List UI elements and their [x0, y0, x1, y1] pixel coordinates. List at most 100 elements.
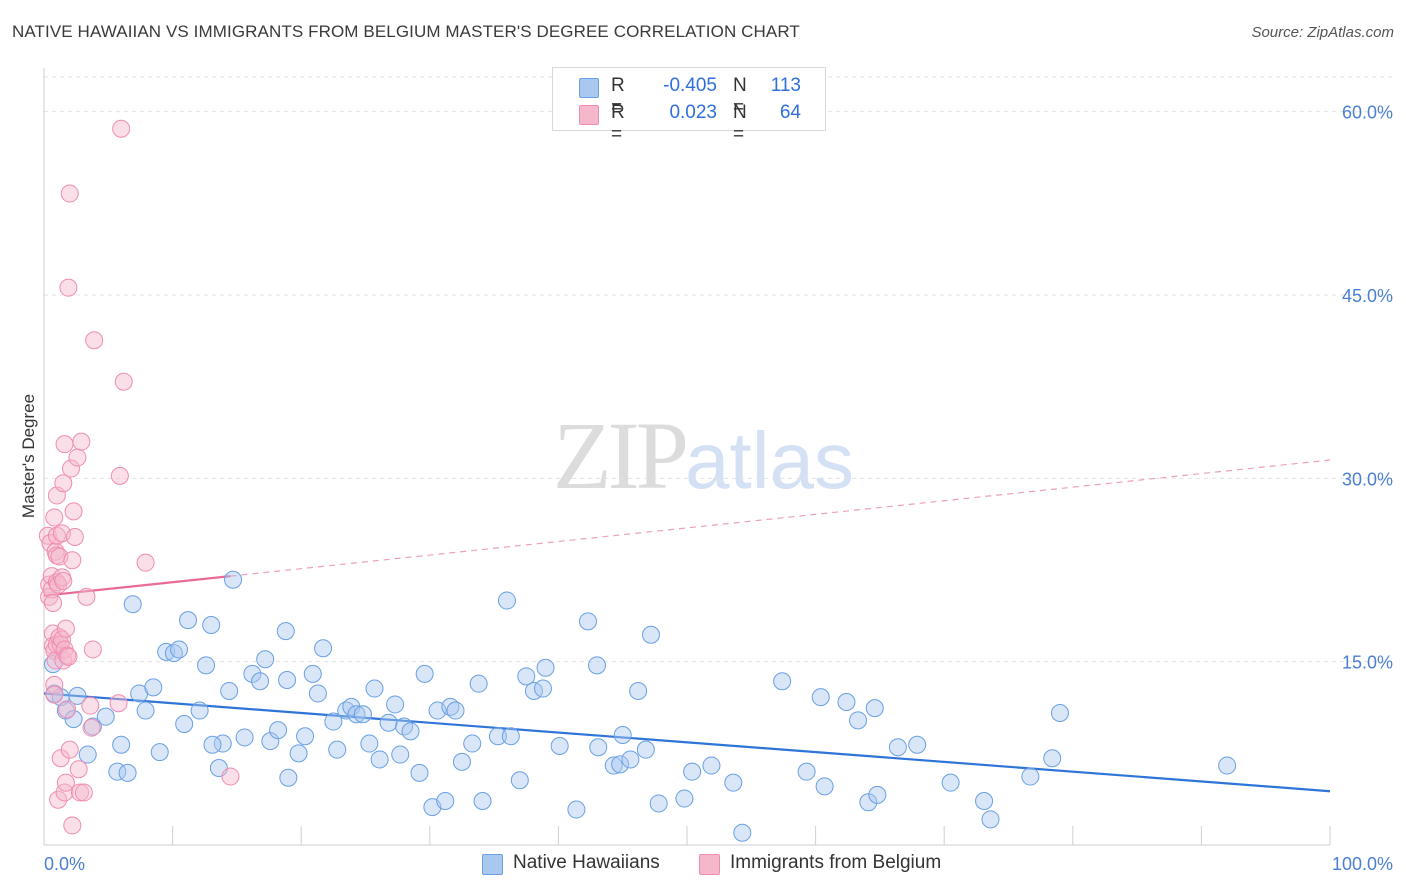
native-hawaiians-point: [175, 715, 194, 733]
native-hawaiians-point: [296, 727, 315, 746]
immigrants-from-belgium-point: [109, 694, 128, 713]
legend-label: Immigrants from Belgium: [730, 852, 942, 873]
native-hawaiians-point: [567, 800, 586, 819]
native-hawaiians-point: [888, 738, 907, 757]
native-hawaiians-point: [497, 591, 516, 610]
native-hawaiians-point: [488, 727, 507, 746]
native-hawaiians-point: [353, 705, 372, 724]
immigrants-from-belgium-point: [81, 696, 100, 715]
immigrants-from-belgium-point: [45, 675, 64, 694]
native-hawaiians-point: [179, 611, 198, 630]
immigrants-from-belgium-point: [71, 783, 90, 802]
correlation-legend: R = -0.405 N = 113 R = 0.023 N = 64: [552, 67, 826, 145]
native-hawaiians-point: [401, 722, 420, 741]
native-hawaiians-point: [510, 771, 529, 790]
immigrants-from-belgium-point: [56, 619, 75, 638]
legend-swatch-blue: [579, 78, 599, 98]
native-hawaiians-point: [473, 792, 492, 810]
native-hawaiians-point: [773, 672, 792, 691]
native-hawaiians-point: [446, 701, 465, 720]
native-hawaiians-point: [123, 595, 142, 614]
native-hawaiians-point: [1043, 749, 1062, 768]
native-hawaiians-point: [328, 740, 347, 759]
native-hawaiians-point: [203, 735, 222, 754]
native-hawaiians-point: [391, 745, 410, 764]
native-hawaiians-point: [360, 734, 379, 753]
native-hawaiians-point: [604, 756, 623, 775]
series-native-hawaiians: [44, 570, 1237, 842]
native-hawaiians-point: [797, 762, 816, 781]
trend-lines: [43, 459, 1331, 793]
native-hawaiians-point: [463, 734, 482, 753]
native-hawaiians-point: [379, 713, 398, 732]
native-hawaiians-point: [589, 738, 608, 757]
legend-n-value: 113: [770, 75, 801, 96]
immigrants-from-belgium-point: [56, 773, 75, 792]
native-hawaiians-point: [269, 721, 288, 740]
immigrants-from-belgium-point: [45, 685, 64, 704]
native-hawaiians-point: [649, 794, 668, 813]
native-hawaiians-point: [278, 671, 297, 689]
native-hawaiians-point: [452, 752, 471, 771]
immigrants-from-belgium-point: [58, 700, 77, 719]
native-hawaiians-point: [410, 763, 429, 782]
native-hawaiians-point: [314, 639, 333, 658]
native-hawaiians-point: [224, 570, 243, 589]
legend-r-value: 0.023: [669, 102, 717, 123]
immigrants-from-belgium-point: [114, 372, 133, 391]
axis-labels: 15.0% 30.0% 45.0% 60.0% 0.0% 100.0% Master's D…: [19, 103, 1393, 874]
legend-swatch-pink: [579, 105, 599, 125]
series-legend: Native Hawaiians Immigrants from Belgium: [0, 852, 1406, 878]
native-hawaiians-point: [550, 737, 569, 755]
native-hawaiians-point: [289, 744, 308, 763]
native-hawaiians-point: [415, 664, 434, 683]
native-hawaiians-point: [144, 678, 163, 697]
native-hawaiians-point: [64, 710, 83, 729]
legend-n-label: N =: [733, 75, 747, 118]
immigrants-from-belgium-point: [112, 119, 131, 138]
native-hawaiians-point: [256, 650, 275, 669]
native-hawaiians-point: [536, 658, 555, 677]
native-hawaiians-point: [1050, 704, 1069, 722]
legend-n-value: 64: [779, 102, 801, 123]
immigrants-from-belgium-point: [38, 526, 57, 545]
native-hawaiians-point: [865, 699, 884, 718]
watermark-zip: ZIP: [553, 402, 689, 509]
immigrants-from-belgium-point: [74, 783, 93, 802]
immigrants-from-belgium-point: [69, 760, 88, 779]
legend-swatch-pink: [699, 854, 720, 875]
immigrants-from-belgium-point: [72, 432, 91, 451]
immigrants-from-belgium-trend-extension: [230, 459, 1331, 577]
native-hawaiians-point: [112, 735, 131, 754]
chart-title: NATIVE HAWAIIAN VS IMMIGRANTS FROM BELGI…: [12, 22, 800, 41]
native-hawaiians-point: [975, 792, 994, 810]
native-hawaiians-point: [621, 750, 640, 769]
native-hawaiians-point: [702, 756, 721, 775]
immigrants-from-belgium-point: [77, 587, 96, 606]
native-hawaiians-point: [815, 777, 834, 796]
native-hawaiians-point: [733, 823, 752, 842]
legend-swatch-blue: [482, 854, 503, 875]
immigrants-from-belgium-point: [59, 647, 78, 666]
x-tick-label-min: 0.0%: [44, 854, 85, 874]
immigrants-from-belgium-point: [65, 528, 84, 546]
immigrants-from-belgium-point: [63, 551, 82, 570]
native-hawaiians-point: [613, 726, 632, 744]
native-hawaiians-point: [197, 656, 216, 675]
immigrants-from-belgium-point: [60, 184, 79, 203]
native-hawaiians-point: [1218, 756, 1237, 775]
native-hawaiians-point: [303, 664, 322, 683]
native-hawaiians-point: [386, 695, 405, 714]
native-hawaiians-point: [150, 743, 169, 762]
native-hawaiians-point: [436, 792, 455, 810]
native-hawaiians-point: [83, 717, 102, 736]
y-tick-label: 15.0%: [1342, 653, 1393, 673]
immigrants-from-belgium-point: [59, 278, 78, 297]
native-hawaiians-point: [941, 773, 960, 792]
native-hawaiians-point: [811, 688, 830, 707]
immigrants-from-belgium-point: [83, 640, 102, 659]
native-hawaiians-point: [118, 763, 137, 782]
source-credit: Source: ZipAtlas.com: [1251, 24, 1394, 41]
legend-r-value: -0.405: [663, 75, 717, 96]
native-hawaiians-point: [578, 612, 597, 631]
